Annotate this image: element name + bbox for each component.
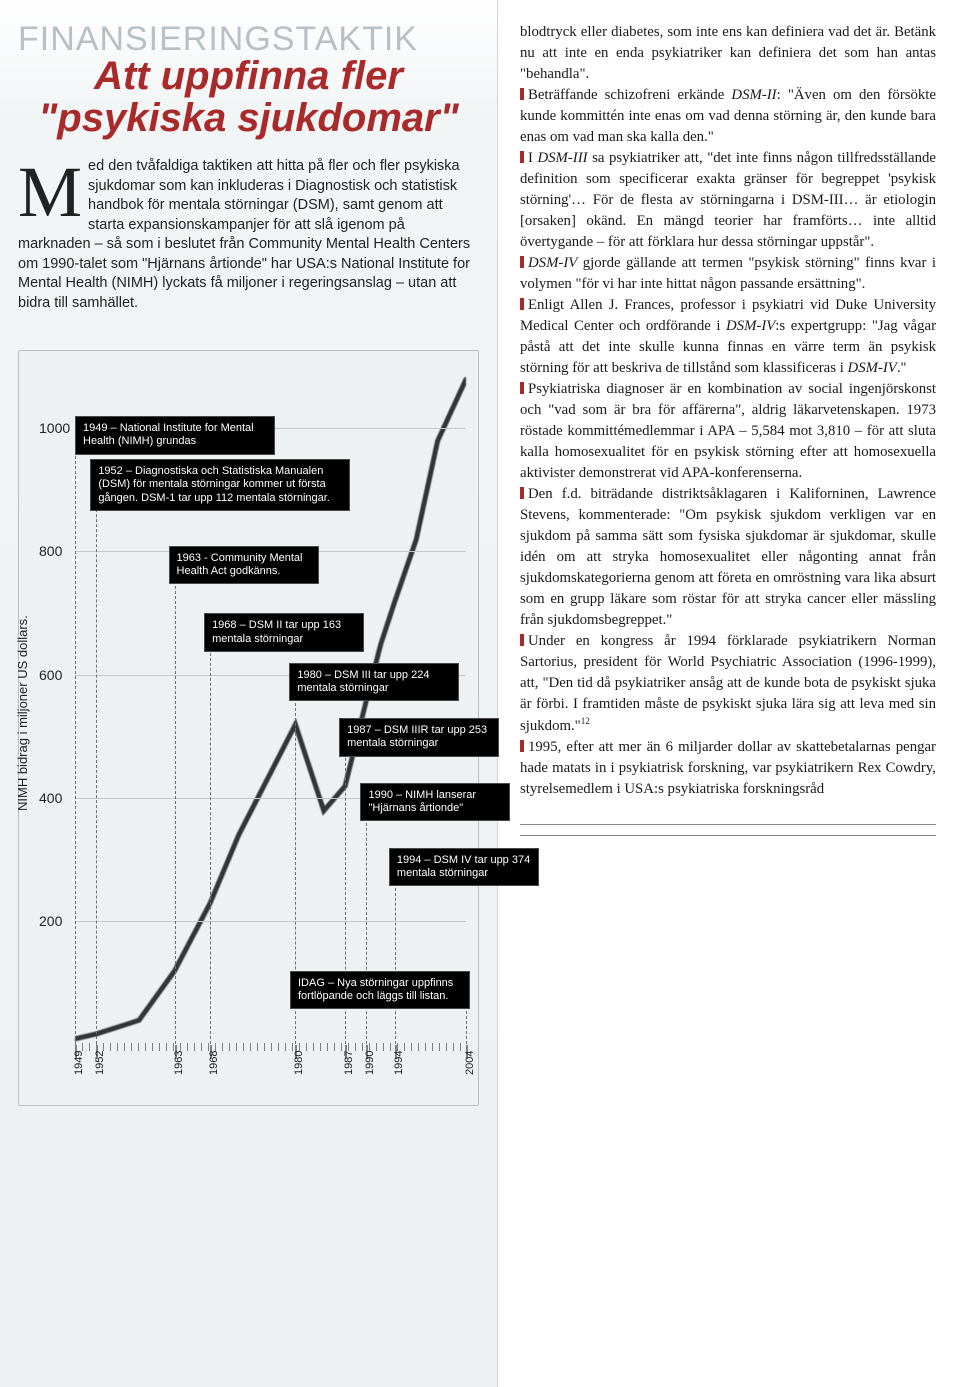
chart-annotation: 1963 - Community Mental Health Act godkä…: [169, 546, 319, 584]
x-tick-label: 1952: [94, 1050, 106, 1074]
annotation-leader: [366, 813, 367, 1045]
annotation-leader: [96, 489, 97, 1044]
chart-annotation: 1987 – DSM IIIR tar upp 253 mentala stör…: [339, 718, 499, 756]
bullet-icon: [520, 634, 524, 646]
chart-annotation: IDAG – Nya störningar uppfinns fortlöpan…: [290, 971, 470, 1009]
bullet-icon: [520, 298, 524, 310]
x-tick-label: 2004: [464, 1050, 476, 1074]
x-tick-label: 1990: [364, 1050, 376, 1074]
chart-annotation: 1949 – National Institute for Mental Hea…: [75, 416, 275, 454]
intro-paragraph: Med den tvåfaldiga taktiken att hitta på…: [18, 157, 479, 314]
annotation-leader: [175, 576, 176, 1045]
chart-annotation: 1994 – DSM IV tar upp 374 mentala störni…: [389, 848, 539, 886]
p4: Enligt Allen J. Frances, professor i psy…: [520, 295, 936, 379]
p7: Under en kongress år 1994 förklarade psy…: [520, 631, 936, 737]
bullet-icon: [520, 256, 524, 268]
headline-line1: Att uppfinna fler: [94, 54, 403, 98]
y-tick-label: 400: [39, 790, 62, 806]
y-tick-label: 600: [39, 667, 62, 683]
footer-rule-2: [520, 835, 936, 836]
x-tick-label: 1980: [293, 1050, 305, 1074]
headline-line2: "psykiska sjukdomar": [38, 96, 458, 140]
y-gridline: [75, 921, 466, 922]
x-tick-label: 1963: [173, 1050, 185, 1074]
plot-area: 2004006008001000194919521963196819801987…: [75, 367, 466, 1045]
bullet-icon: [520, 382, 524, 394]
bullet-icon: [520, 88, 524, 100]
bullet-icon: [520, 740, 524, 752]
x-tick-label: 1994: [393, 1050, 405, 1074]
bullet-icon: [520, 487, 524, 499]
headline: Att uppfinna fler "psykiska sjukdomar": [18, 55, 479, 139]
annotation-leader: [395, 878, 396, 1045]
y-tick-label: 200: [39, 913, 62, 929]
p6: Den f.d. biträdande distriktsåklagaren i…: [520, 484, 936, 631]
right-column: blodtryck eller diabetes, som inte ens k…: [498, 0, 960, 1387]
y-tick-label: 800: [39, 543, 62, 559]
y-tick-label: 1000: [39, 420, 70, 436]
p3: DSM-IV gjorde gällande att termen "psyki…: [520, 253, 936, 295]
chart-annotation: 1952 – Diagnostiska och Statistiska Manu…: [90, 459, 350, 511]
x-tick-label: 1968: [208, 1050, 220, 1074]
p2: I DSM-III sa psykiatriker att, "det inte…: [520, 148, 936, 253]
bullet-icon: [520, 151, 524, 163]
chart-annotation: 1968 – DSM II tar upp 163 mentala störni…: [204, 613, 364, 651]
dropcap: M: [18, 157, 88, 219]
p5: Psykiatriska diagnoser är en kombination…: [520, 379, 936, 484]
annotation-leader: [75, 446, 76, 1044]
left-column: FINANSIERINGSTAKTIK Att uppfinna fler "p…: [0, 0, 498, 1387]
p8: 1995, efter att mer än 6 miljarder dolla…: [520, 737, 936, 800]
x-tick-label: 1949: [73, 1050, 85, 1074]
y-axis-label: NIMH bidrag i miljoner US dollars.: [15, 615, 30, 811]
p0: blodtryck eller diabetes, som inte ens k…: [520, 22, 936, 85]
annotation-leader: [210, 643, 211, 1044]
p1: Beträffande schizofreni erkände DSM-II: …: [520, 85, 936, 148]
x-tick-label: 1987: [343, 1050, 355, 1074]
footer-rule: [520, 824, 936, 825]
chart-annotation: 1990 – NIMH lanserar "Hjärnans årtionde": [360, 783, 510, 821]
funding-chart: NIMH bidrag i miljoner US dollars. 20040…: [18, 350, 479, 1106]
chart-annotation: 1980 – DSM III tar upp 224 mentala störn…: [289, 663, 459, 701]
